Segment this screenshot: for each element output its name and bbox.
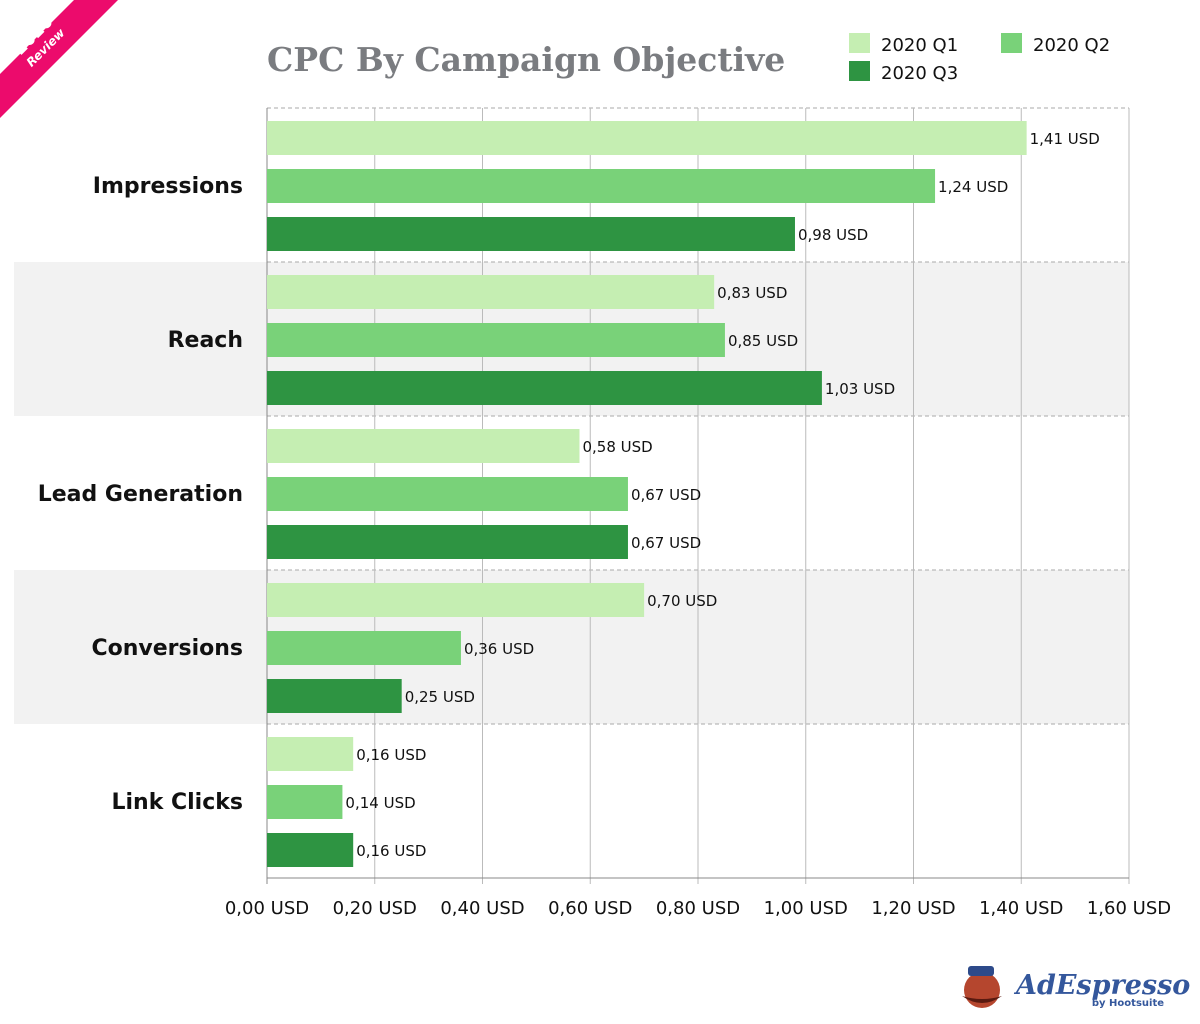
data-label: 0,36 USD bbox=[464, 640, 534, 658]
bar bbox=[267, 121, 1027, 155]
data-label: 0,16 USD bbox=[356, 842, 426, 860]
legend-label: 2020 Q1 bbox=[881, 35, 958, 56]
bar bbox=[267, 679, 402, 713]
bar bbox=[267, 429, 580, 463]
x-tick-label: 0,80 USD bbox=[656, 898, 740, 919]
x-tick-label: 0,40 USD bbox=[440, 898, 524, 919]
legend-swatch bbox=[1001, 33, 1022, 53]
legend-label: 2020 Q2 bbox=[1033, 35, 1110, 56]
data-label: 0,58 USD bbox=[582, 438, 652, 456]
bar bbox=[267, 583, 645, 617]
bar bbox=[267, 833, 354, 867]
category-label: Lead Generation bbox=[38, 482, 243, 507]
data-label: 1,03 USD bbox=[825, 380, 895, 398]
logo-sub: by Hootsuite bbox=[1092, 998, 1164, 1009]
x-tick-label: 0,20 USD bbox=[333, 898, 417, 919]
bar bbox=[267, 275, 715, 309]
data-label: 0,70 USD bbox=[647, 592, 717, 610]
data-label: 0,83 USD bbox=[717, 284, 787, 302]
x-tick-label: 1,20 USD bbox=[871, 898, 955, 919]
bar bbox=[267, 371, 822, 405]
x-tick-label: 1,00 USD bbox=[764, 898, 848, 919]
bar bbox=[267, 631, 461, 665]
x-tick-label: 1,60 USD bbox=[1087, 898, 1171, 919]
x-tick-label: 1,40 USD bbox=[979, 898, 1063, 919]
data-label: 1,41 USD bbox=[1030, 130, 1100, 148]
bar bbox=[267, 525, 628, 559]
category-label: Impressions bbox=[93, 174, 243, 199]
legend-swatch bbox=[849, 61, 870, 81]
category-label: Reach bbox=[168, 328, 243, 353]
badge-ribbon bbox=[0, 0, 118, 118]
adespresso-logo: AdEspresso by Hootsuite bbox=[962, 966, 1190, 1009]
bar bbox=[267, 217, 795, 251]
data-label: 0,25 USD bbox=[405, 688, 475, 706]
legend-swatch bbox=[849, 33, 870, 53]
legend-label: 2020 Q3 bbox=[881, 63, 958, 84]
x-tick-label: 0,00 USD bbox=[225, 898, 309, 919]
bar bbox=[267, 785, 343, 819]
badge: 2020 Review bbox=[0, 0, 118, 118]
data-label: 0,16 USD bbox=[356, 746, 426, 764]
bar bbox=[267, 169, 936, 203]
data-label: 0,67 USD bbox=[631, 534, 701, 552]
data-label: 1,24 USD bbox=[938, 178, 1008, 196]
data-label: 0,67 USD bbox=[631, 486, 701, 504]
bar bbox=[267, 323, 725, 357]
data-label: 0,98 USD bbox=[798, 226, 868, 244]
category-label: Conversions bbox=[91, 636, 243, 661]
x-tick-label: 0,60 USD bbox=[548, 898, 632, 919]
data-label: 0,85 USD bbox=[728, 332, 798, 350]
bar bbox=[267, 477, 628, 511]
bar bbox=[267, 737, 354, 771]
logo-brand: AdEspresso bbox=[1013, 970, 1190, 1001]
category-label: Link Clicks bbox=[111, 790, 243, 815]
chart-title: CPC By Campaign Objective bbox=[267, 40, 785, 79]
data-label: 0,14 USD bbox=[345, 794, 415, 812]
